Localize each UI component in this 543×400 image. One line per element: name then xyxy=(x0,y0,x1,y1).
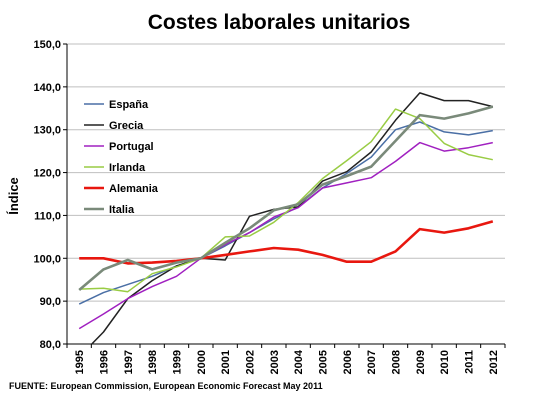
source-note: FUENTE: European Commission, European Ec… xyxy=(9,381,323,391)
y-tick-label: 110,0 xyxy=(34,210,61,222)
x-tick-label: 2004 xyxy=(293,349,305,374)
x-tick-label: 1995 xyxy=(74,350,86,374)
series-line xyxy=(78,105,494,291)
series-lines xyxy=(78,92,494,344)
y-tick-label: 80,0 xyxy=(40,339,61,351)
x-tick-label: 2000 xyxy=(196,350,208,374)
y-tick-label: 90,0 xyxy=(40,296,61,308)
x-tick-label: 2006 xyxy=(342,350,354,374)
x-tick-label: 1999 xyxy=(172,350,184,374)
legend-label: Italia xyxy=(109,204,135,216)
series-line xyxy=(90,92,493,344)
y-tick-label: 120,0 xyxy=(33,168,61,180)
y-tick-labels: 80,0 90,0 100,0 110,0 120,0 130,0 140,0 150,0 xyxy=(33,39,61,351)
series-line xyxy=(79,220,494,265)
legend: España Grecia Portugal Irlanda Alemania Itali… xyxy=(84,99,159,216)
legend-label: Portugal xyxy=(109,141,154,153)
x-tick-label: 2009 xyxy=(415,350,427,374)
x-tick-label: 2003 xyxy=(269,350,281,374)
x-tick-label: 2010 xyxy=(439,350,451,374)
y-tick-label: 150,0 xyxy=(33,39,61,51)
legend-label: Irlanda xyxy=(109,162,146,174)
y-tick-label: 140,0 xyxy=(33,82,61,94)
x-tick-labels: 1995 1996 1997 1998 1999 2000 2001 2002 2003 2004… xyxy=(74,349,500,374)
x-tick-label: 1998 xyxy=(147,350,159,374)
x-tick-label: 2001 xyxy=(220,350,232,374)
chart-title: Costes laborales unitarios xyxy=(148,11,411,34)
series-line xyxy=(79,108,493,293)
legend-label: Alemania xyxy=(109,183,159,195)
x-tick-label: 2008 xyxy=(391,350,403,374)
x-tick-label: 2012 xyxy=(488,350,500,374)
legend-label: Grecia xyxy=(109,120,144,132)
x-tick-label: 2007 xyxy=(366,350,378,374)
x-tick-label: 1996 xyxy=(99,350,111,374)
gridlines xyxy=(67,43,505,302)
x-tick-label: 1997 xyxy=(123,350,135,374)
axes xyxy=(63,43,506,348)
y-axis-label: Índice xyxy=(6,177,21,215)
legend-label: España xyxy=(109,99,149,111)
x-tick-label: 2002 xyxy=(245,350,257,374)
y-tick-label: 130,0 xyxy=(33,125,61,137)
x-tick-label: 2005 xyxy=(318,350,330,374)
y-tick-label: 100,0 xyxy=(33,253,61,265)
x-tick-label: 2011 xyxy=(464,350,476,374)
series-group xyxy=(78,92,494,344)
